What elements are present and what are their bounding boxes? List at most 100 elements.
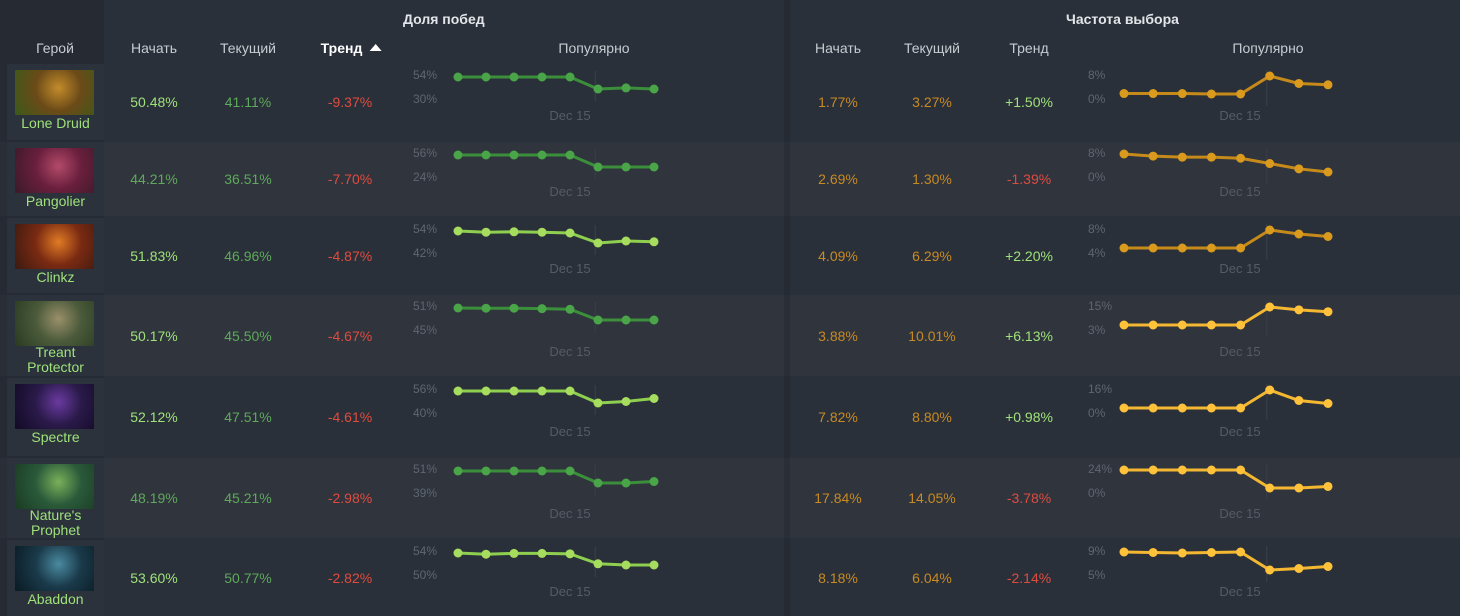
header-win-start[interactable]: Начать bbox=[130, 40, 178, 56]
pickrate-sparkline-point bbox=[1206, 89, 1216, 99]
table-row[interactable]: Pangolier 44.21% 36.51% -7.70% 56% 24% Dec 15 2… bbox=[0, 142, 1460, 216]
win-trend: -4.61% bbox=[327, 409, 373, 425]
winrate-sparkline-point bbox=[509, 466, 519, 476]
win-trend: -9.37% bbox=[327, 94, 373, 110]
pickrate-sparkline-point bbox=[1206, 243, 1216, 253]
win-date-label: Dec 15 bbox=[549, 506, 591, 521]
win-date-label: Dec 15 bbox=[549, 108, 591, 123]
pick-current: 6.29% bbox=[912, 248, 952, 264]
win-current: 45.21% bbox=[224, 490, 272, 506]
pick-spark-min-label: 5% bbox=[1088, 568, 1106, 582]
header-win-trend[interactable]: Тренд bbox=[321, 40, 382, 56]
pickrate-sparkline-point bbox=[1206, 548, 1216, 557]
header-pick-popular[interactable]: Популярно bbox=[1232, 40, 1304, 56]
pickrate-sparkline-point bbox=[1236, 547, 1246, 557]
win-start: 52.12% bbox=[130, 409, 178, 425]
hero-cell[interactable]: Spectre bbox=[7, 378, 104, 456]
winrate-sparkline-point bbox=[621, 560, 631, 570]
pickrate-sparkline-point bbox=[1323, 399, 1333, 408]
hero-name[interactable]: Spectre bbox=[31, 429, 80, 445]
win-spark-max-label: 51% bbox=[413, 462, 438, 476]
hero-name[interactable]: Nature's Prophet bbox=[29, 507, 82, 538]
hero-name[interactable]: Clinkz bbox=[36, 269, 75, 285]
pick-start: 4.09% bbox=[818, 248, 858, 264]
pickrate-sparkline-point bbox=[1148, 243, 1158, 253]
column-shade-pickrate bbox=[790, 0, 1460, 616]
pickrate-sparkline-point bbox=[1148, 320, 1158, 330]
win-trend: -2.82% bbox=[327, 570, 373, 586]
win-date-label: Dec 15 bbox=[549, 584, 591, 599]
header-pick-start[interactable]: Начать bbox=[814, 40, 862, 56]
winrate-sparkline-point bbox=[593, 84, 603, 94]
pickrate-sparkline-point bbox=[1177, 320, 1187, 330]
pickrate-sparkline-point bbox=[1236, 403, 1246, 413]
winrate-sparkline-point bbox=[481, 386, 491, 396]
winrate-sparkline-line bbox=[458, 469, 655, 485]
table-row[interactable]: Lone Druid 50.48% 41.11% -9.37% 54% 30% Dec 15… bbox=[0, 64, 1460, 140]
win-current: 41.11% bbox=[224, 94, 272, 110]
win-current: 47.51% bbox=[224, 409, 272, 425]
header-hero[interactable]: Герой bbox=[36, 40, 74, 56]
hero-cell[interactable]: Clinkz bbox=[7, 218, 104, 293]
table-row[interactable]: Clinkz 51.83% 46.96% -4.87% 54% 42% Dec 15 4.09… bbox=[0, 218, 1460, 293]
win-spark-min-label: 30% bbox=[413, 92, 438, 106]
winrate-sparkline-point bbox=[593, 315, 603, 325]
pickrate-sparkline-point bbox=[1323, 80, 1333, 90]
table-row[interactable]: Treant Protector 50.17% 45.50% -4.67% 51% 45%… bbox=[0, 295, 1460, 376]
hero-name[interactable]: Abaddon bbox=[27, 591, 84, 607]
pickrate-sparkline-point bbox=[1236, 243, 1246, 253]
hero-cell[interactable]: Nature's Prophet bbox=[7, 458, 104, 538]
win-trend: -4.67% bbox=[327, 328, 373, 344]
hero-cell[interactable]: Treant Protector bbox=[7, 295, 104, 376]
winrate-sparkline bbox=[453, 465, 659, 495]
winrate-sparkline-point bbox=[621, 83, 631, 93]
table-row[interactable]: Nature's Prophet 48.19% 45.21% -2.98% 51% 39%… bbox=[0, 458, 1460, 538]
winrate-sparkline-point bbox=[509, 548, 519, 558]
pickrate-sparkline-point bbox=[1265, 302, 1275, 312]
header-win-popular[interactable]: Популярно bbox=[558, 40, 630, 56]
pickrate-sparkline bbox=[1119, 148, 1333, 184]
winrate-sparkline-point bbox=[565, 466, 575, 476]
table-row[interactable]: Spectre 52.12% 47.51% -4.61% 56% 40% Dec 15 7.8… bbox=[0, 378, 1460, 456]
pick-date-label: Dec 15 bbox=[1219, 261, 1261, 276]
pickrate-sparkline bbox=[1119, 464, 1333, 500]
winrate-sparkline-point bbox=[565, 386, 575, 396]
winrate-sparkline-point bbox=[649, 477, 659, 487]
pickrate-sparkline-point bbox=[1236, 89, 1246, 99]
winrate-sparkline bbox=[453, 302, 659, 332]
pickrate-sparkline-point bbox=[1265, 483, 1275, 493]
header-pick-trend[interactable]: Тренд bbox=[1009, 40, 1049, 56]
winrate-sparkline-point bbox=[537, 150, 547, 160]
hero-cell[interactable]: Lone Druid bbox=[7, 64, 104, 140]
winrate-sparkline-point bbox=[481, 466, 491, 476]
winrate-sparkline-point bbox=[649, 84, 659, 94]
hero-name[interactable]: Pangolier bbox=[25, 193, 86, 209]
pickrate-sparkline-point bbox=[1323, 562, 1333, 571]
winrate-sparkline-point bbox=[509, 227, 519, 237]
pick-spark-min-label: 0% bbox=[1088, 406, 1106, 420]
pickrate-sparkline-line bbox=[1123, 152, 1329, 174]
win-spark-max-label: 56% bbox=[413, 382, 438, 396]
pick-spark-max-label: 16% bbox=[1088, 382, 1113, 396]
pickrate-sparkline-point bbox=[1294, 483, 1304, 493]
hero-name[interactable]: Lone Druid bbox=[21, 115, 90, 131]
header-pick-current[interactable]: Текущий bbox=[904, 40, 960, 56]
win-spark-max-label: 54% bbox=[413, 544, 438, 558]
hero-portrait bbox=[15, 464, 94, 509]
winrate-sparkline-point bbox=[649, 162, 659, 172]
winrate-sparkline bbox=[453, 149, 659, 179]
winrate-sparkline-point bbox=[453, 150, 463, 160]
header-row: Герой Начать Текущий Тренд Популярно Нач… bbox=[0, 40, 1460, 60]
win-date-label: Dec 15 bbox=[549, 261, 591, 276]
hero-portrait bbox=[15, 546, 94, 591]
win-start: 50.17% bbox=[130, 328, 178, 344]
pickrate-sparkline-point bbox=[1206, 403, 1216, 413]
hero-cell[interactable]: Pangolier bbox=[7, 142, 104, 216]
win-start: 51.83% bbox=[130, 248, 178, 264]
table-row[interactable]: Abaddon 53.60% 50.77% -2.82% 54% 50% Dec 15 8.1… bbox=[0, 540, 1460, 616]
pickrate-sparkline-point bbox=[1148, 403, 1158, 413]
pickrate-sparkline-point bbox=[1323, 167, 1333, 177]
hero-cell[interactable]: Abaddon bbox=[7, 540, 104, 616]
hero-name[interactable]: Treant Protector bbox=[27, 344, 84, 375]
header-win-current[interactable]: Текущий bbox=[220, 40, 276, 56]
